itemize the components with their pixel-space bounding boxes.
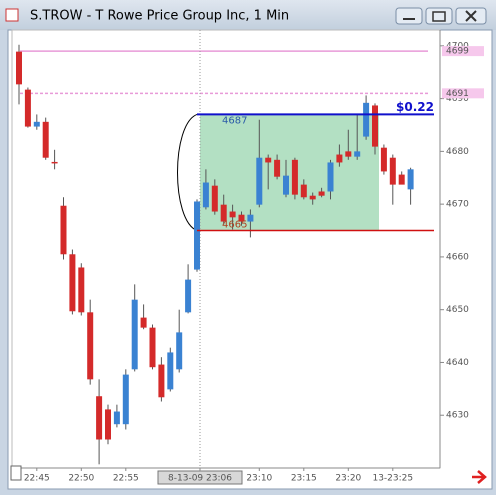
candle-body: [229, 211, 236, 218]
candle-body: [122, 374, 129, 425]
candle-body: [69, 254, 76, 312]
measure-bracket: [177, 113, 198, 231]
candle-body: [274, 159, 281, 177]
candle-body: [16, 51, 22, 85]
candle-body: [238, 214, 245, 222]
candle-body: [60, 205, 67, 255]
candle-body: [265, 157, 272, 163]
candle-body: [113, 411, 120, 425]
candle-body: [24, 89, 31, 127]
candle-body: [283, 175, 289, 195]
measure-to-label: 4665: [222, 220, 247, 231]
candle-body: [389, 157, 396, 185]
plot-area: [11, 29, 441, 469]
measure-from-label: 4687: [222, 115, 247, 126]
candle-body: [291, 159, 298, 195]
measure-box: [200, 114, 379, 231]
x-tick-label: 23:20: [335, 474, 361, 484]
x-tick-label: 22:55: [113, 474, 139, 484]
candle-body: [327, 162, 334, 192]
candle-body: [380, 147, 387, 172]
candle-body: [300, 184, 307, 198]
x-tick-label: 22:45: [24, 474, 50, 484]
candle-body: [78, 267, 85, 313]
candle-body: [42, 121, 49, 158]
y-tick-label: 4690: [446, 94, 469, 104]
candle-body: [96, 396, 103, 440]
candle-body: [33, 121, 40, 127]
candle-body: [220, 204, 227, 222]
x-tick-label: 13-23:25: [372, 474, 413, 484]
candle-body: [247, 214, 254, 222]
candle-body: [309, 195, 316, 200]
candle-body: [336, 154, 343, 163]
candle-body: [158, 364, 165, 398]
candle-body: [363, 102, 370, 137]
candle-body: [87, 312, 94, 380]
level-label-bg: [442, 46, 484, 57]
x-tick-label: 23:10: [246, 474, 272, 484]
app-icon: [5, 8, 19, 22]
maximize-icon: [432, 11, 446, 22]
candle-body: [318, 191, 325, 196]
candle-body: [202, 182, 209, 208]
y-tick-label: 4640: [446, 358, 469, 368]
minimize-button[interactable]: [395, 7, 423, 25]
window-title: S.TROW - T Rowe Price Group Inc, 1 Min: [30, 9, 289, 24]
candle-body: [149, 327, 156, 368]
candle-body: [194, 201, 200, 270]
window-buttons[interactable]: [395, 7, 487, 25]
candle-body: [256, 157, 263, 205]
candle-body: [51, 161, 58, 164]
y-tick-label: 4630: [446, 411, 469, 421]
x-tick-label: 22:50: [68, 474, 94, 484]
candle-body: [105, 409, 111, 440]
candle-body: [211, 185, 218, 212]
candle-body: [372, 105, 378, 147]
candle-body: [167, 352, 174, 390]
candle-body: [398, 174, 405, 185]
corner-box: [10, 465, 22, 481]
level-label-bg: [442, 88, 484, 99]
y-tick-label: 4680: [446, 147, 469, 157]
y-tick-label: 4650: [446, 305, 469, 315]
scroll-arrow[interactable]: [472, 470, 487, 484]
candle-body: [354, 151, 361, 157]
level-label: 4699: [446, 47, 469, 57]
candle-body: [176, 332, 183, 370]
y-tick-label: 4660: [446, 252, 469, 262]
candle-body: [140, 317, 147, 328]
candle-body: [407, 169, 414, 190]
x-tick-label: 23:15: [291, 474, 317, 484]
candle-body: [345, 151, 352, 157]
y-tick-label: 4670: [446, 200, 469, 210]
candle-body: [131, 299, 138, 370]
measure-change: $0.22: [396, 100, 434, 114]
candle-body: [185, 279, 192, 313]
level-label: 4691: [446, 89, 469, 99]
close-icon: [465, 10, 477, 22]
x-tick-label: 8-13-09 23:06: [168, 474, 232, 484]
plot: 4687 4665 $0.22 4630 4640 4650 4660 4670 4680 469…: [16, 30, 484, 485]
